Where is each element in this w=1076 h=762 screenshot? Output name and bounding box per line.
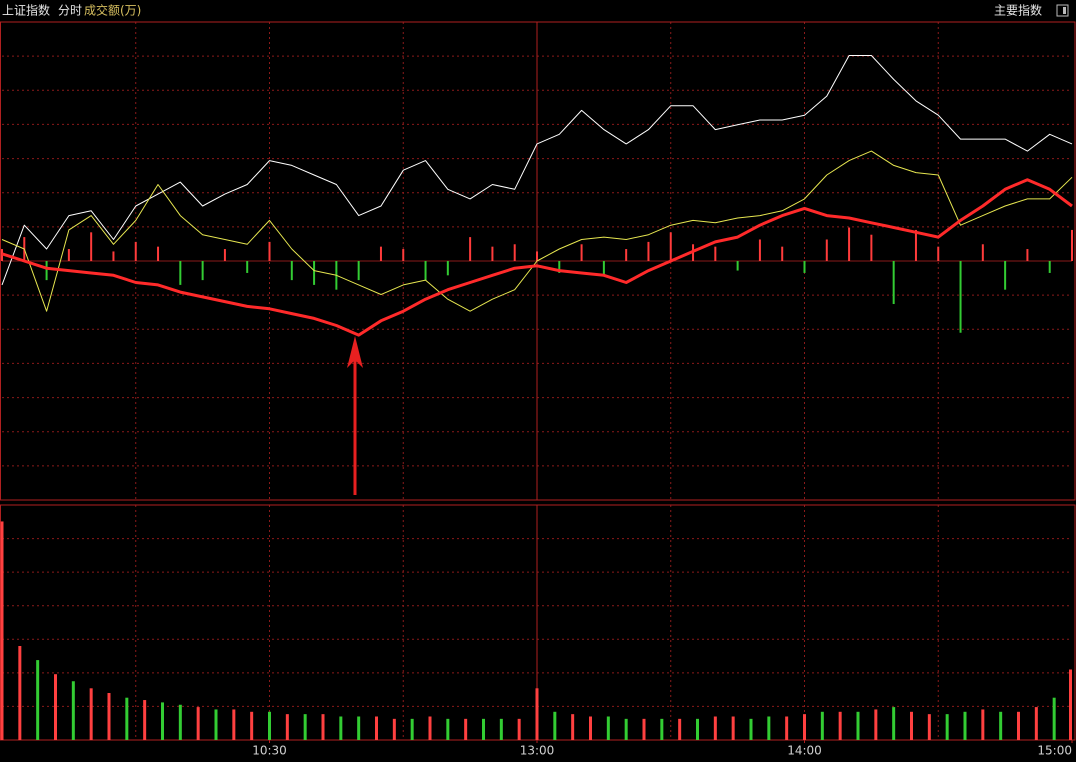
menu-icon-part bbox=[1063, 7, 1066, 14]
volume-bar bbox=[874, 709, 878, 740]
volume-bar bbox=[696, 718, 699, 740]
volume-bar bbox=[499, 718, 503, 740]
volume-bar bbox=[214, 709, 218, 740]
volume-bar bbox=[268, 711, 271, 740]
price-line bbox=[1, 178, 1073, 337]
volume-bar bbox=[71, 681, 75, 740]
volume-bar bbox=[18, 646, 22, 740]
volume-bar bbox=[927, 714, 931, 740]
annotation-arrow bbox=[347, 336, 363, 495]
volume-bar bbox=[785, 716, 789, 740]
index-name[interactable]: 上证指数 bbox=[2, 3, 50, 18]
volume-bar bbox=[963, 711, 967, 740]
volume-bar bbox=[446, 718, 450, 740]
x-tick-label: 15:00 bbox=[1037, 744, 1072, 758]
volume-bar bbox=[1069, 669, 1072, 740]
volume-bar bbox=[303, 714, 307, 740]
volume-bar bbox=[1052, 697, 1056, 740]
volume-bar bbox=[392, 718, 396, 740]
volume-bar bbox=[820, 711, 824, 740]
volume-bar bbox=[517, 718, 521, 740]
volume-bar bbox=[464, 718, 468, 740]
volume-bar bbox=[945, 714, 949, 740]
volume-bar bbox=[161, 702, 164, 740]
volume-bar bbox=[1017, 711, 1020, 740]
volume-bar bbox=[339, 716, 343, 740]
volume-bar bbox=[767, 716, 771, 740]
arrow-head bbox=[347, 336, 363, 368]
menu-icon[interactable] bbox=[1056, 4, 1069, 17]
volume-bar bbox=[624, 718, 628, 740]
volume-bar bbox=[321, 714, 325, 740]
volume-bar bbox=[375, 716, 378, 740]
volume-bar bbox=[54, 674, 57, 740]
plot: 10:30 13:00 14:00 15:00 bbox=[0, 21, 1076, 758]
panel-frame bbox=[0, 21, 1076, 501]
volume-bar bbox=[660, 718, 664, 740]
volume-bar bbox=[749, 718, 753, 740]
volume-bar bbox=[910, 711, 913, 740]
volume-bar bbox=[89, 688, 93, 740]
volume-bar bbox=[410, 718, 414, 740]
volume-bar bbox=[36, 660, 40, 740]
volume-bar bbox=[107, 693, 111, 740]
volume-bar bbox=[981, 709, 985, 740]
volume-bar bbox=[232, 709, 236, 740]
volume-bar bbox=[553, 711, 557, 740]
volume-bar bbox=[803, 714, 806, 740]
volume-bar bbox=[535, 688, 539, 740]
volume-bar bbox=[642, 718, 646, 740]
menu-label[interactable]: 主要指数 bbox=[994, 3, 1042, 18]
volume-bar bbox=[1034, 707, 1038, 740]
volume-bar bbox=[285, 714, 289, 740]
volume-bar bbox=[838, 711, 842, 740]
volume-bar bbox=[589, 716, 592, 740]
volume-bar bbox=[125, 697, 129, 740]
volume-bar bbox=[999, 711, 1003, 740]
mode-label[interactable]: 分时 bbox=[58, 4, 82, 18]
volume-bar bbox=[606, 716, 610, 740]
x-tick-label: 13:00 bbox=[520, 744, 555, 758]
volume-bar bbox=[713, 716, 717, 740]
volume-bar bbox=[428, 716, 432, 740]
volume-bar bbox=[0, 521, 4, 740]
volume-bar bbox=[143, 700, 147, 740]
x-tick-label: 14:00 bbox=[787, 744, 822, 758]
volume-bar bbox=[357, 716, 361, 740]
x-tick-label: 10:30 bbox=[252, 744, 287, 758]
volume-bar bbox=[196, 707, 200, 740]
volume-bar bbox=[571, 714, 575, 740]
volume-bar bbox=[178, 704, 182, 740]
volume-bar bbox=[892, 707, 896, 740]
volume-bar bbox=[731, 716, 735, 740]
volume-bar bbox=[482, 718, 485, 740]
price-line bbox=[1, 55, 1073, 286]
volume-bar bbox=[250, 711, 254, 740]
indicator-label[interactable]: 成交额(万) bbox=[84, 3, 141, 18]
volume-bar bbox=[856, 711, 860, 740]
volume-bar bbox=[678, 718, 682, 740]
price-line bbox=[1, 150, 1073, 312]
